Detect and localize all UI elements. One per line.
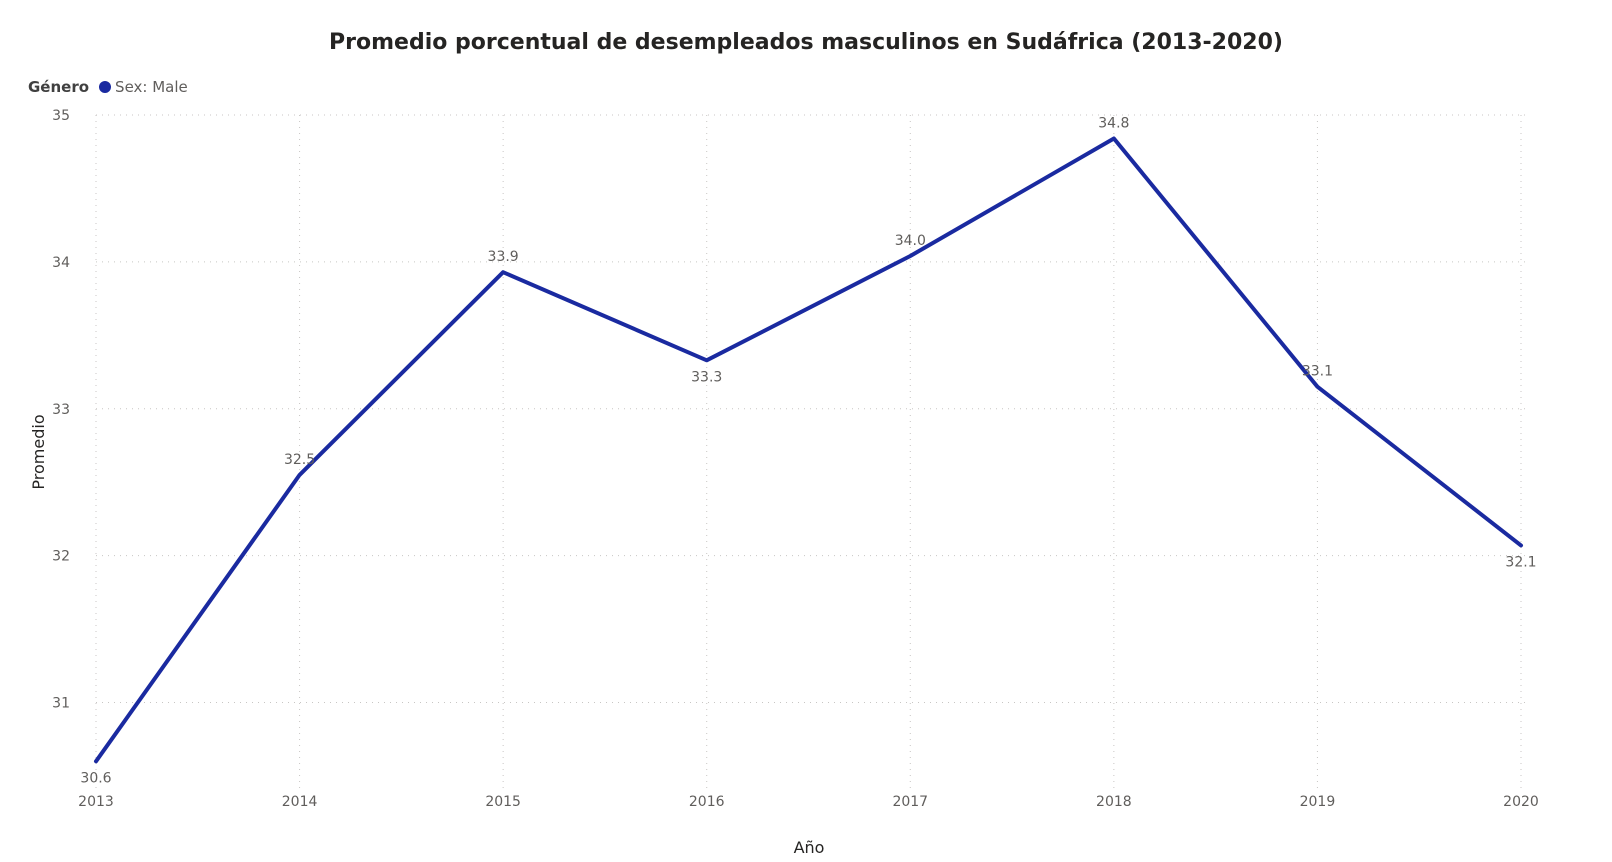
data-label: 32.1 [1505, 554, 1536, 570]
chart-title: Promedio porcentual de desempleados masc… [329, 30, 1283, 55]
y-tick-label: 31 [52, 696, 70, 712]
data-labels: 30.6 32.5 33.9 33.3 34.0 34.8 33.1 32.1 [80, 116, 1536, 787]
data-label: 30.6 [80, 770, 111, 786]
data-label: 33.1 [1302, 364, 1333, 380]
x-tick-label: 2014 [282, 794, 318, 810]
x-tick-label: 2020 [1503, 794, 1539, 810]
data-label: 34.8 [1098, 116, 1129, 132]
legend-item-label[interactable]: Sex: Male [115, 78, 188, 96]
x-tick-label: 2013 [78, 794, 114, 810]
data-label: 34.0 [895, 233, 926, 249]
x-tick-label: 2015 [485, 794, 521, 810]
x-axis-ticks: 2013 2014 2015 2016 2017 2018 2019 2020 [78, 794, 1539, 810]
series-line-male [94, 136, 1523, 764]
data-label: 32.5 [284, 452, 315, 468]
series-layer [94, 136, 1523, 764]
y-tick-label: 34 [52, 255, 70, 271]
x-tick-label: 2017 [892, 794, 928, 810]
legend-marker [99, 81, 112, 93]
x-axis-title: Año [794, 838, 825, 857]
legend: Género Sex: Male [28, 77, 188, 97]
y-axis-ticks: 31 32 33 34 35 [52, 108, 70, 712]
data-label: 33.9 [488, 249, 519, 265]
x-tick-label: 2016 [689, 794, 725, 810]
legend-title: Género [28, 78, 90, 96]
x-tick-label: 2019 [1300, 794, 1336, 810]
data-label: 33.3 [691, 369, 722, 385]
y-tick-label: 33 [52, 402, 70, 418]
y-tick-label: 35 [52, 108, 70, 124]
y-tick-label: 32 [52, 549, 70, 565]
x-tick-label: 2018 [1096, 794, 1132, 810]
y-axis-title: Promedio [29, 414, 48, 489]
gridlines [95, 114, 1530, 790]
